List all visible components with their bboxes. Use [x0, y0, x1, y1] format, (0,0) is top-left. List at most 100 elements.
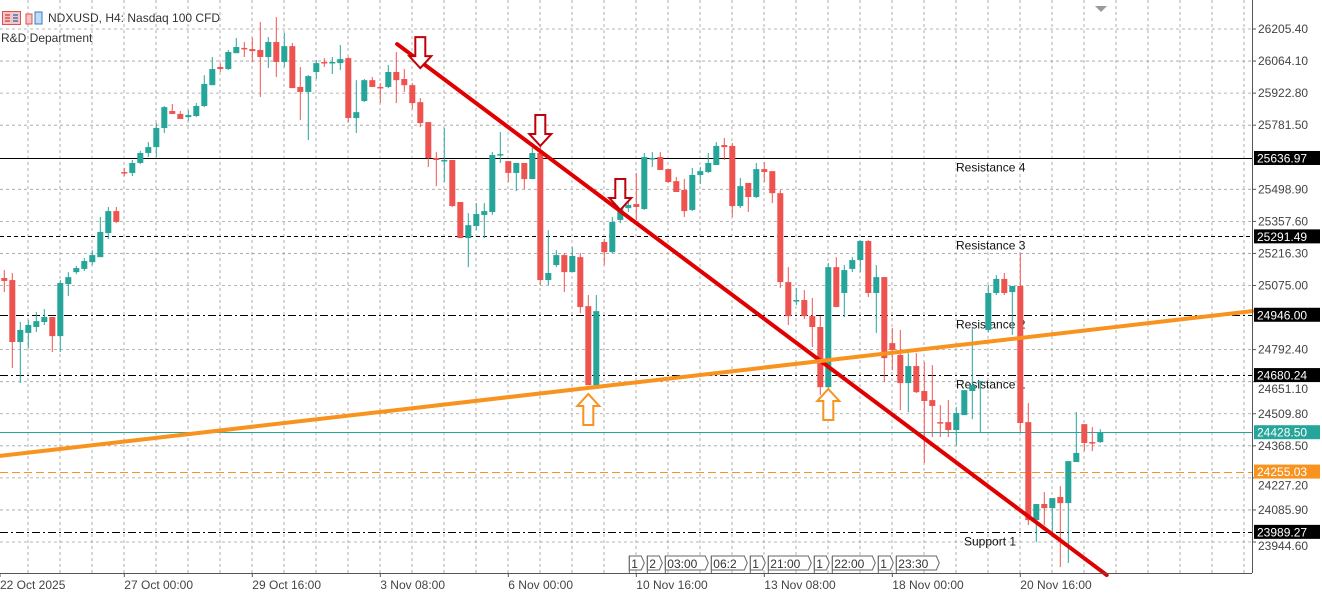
bearish-candle — [769, 171, 776, 204]
bearish-candle — [249, 37, 256, 62]
time-tick-label: 6 Nov 00:00 — [508, 578, 573, 592]
bearish-candle — [1025, 403, 1032, 526]
candle-body — [145, 147, 152, 153]
candle-body — [745, 182, 752, 198]
event-tag-label: 1 — [880, 557, 887, 571]
scroll-marker-icon[interactable] — [1095, 6, 1107, 12]
bearish-candle — [921, 361, 928, 463]
bearish-candle — [1001, 273, 1008, 296]
bullish-candle — [193, 103, 200, 118]
bullish-candle — [473, 203, 480, 231]
bullish-candle — [17, 322, 24, 384]
level-label: Support 1 — [964, 535, 1016, 549]
candle-body — [65, 277, 72, 285]
price-tick-label: 25781.50 — [1258, 118, 1308, 132]
bearish-candle — [409, 83, 416, 109]
price-tag: 25636.97 — [1254, 150, 1320, 165]
bearish-candle — [321, 58, 328, 67]
price-tag-label: 24428.50 — [1257, 426, 1307, 440]
bearish-candle — [881, 277, 888, 382]
bearish-candle — [505, 161, 512, 183]
bullish-candle — [841, 265, 848, 318]
trendlines[interactable] — [0, 42, 1255, 578]
bullish-candle — [513, 162, 520, 192]
bearish-candle — [537, 145, 544, 286]
price-tag-label: 24255.03 — [1257, 465, 1307, 479]
candle-body — [193, 106, 200, 116]
bearish-candle — [401, 69, 408, 92]
symbol-title: NDXUSD, H4: Nasdaq 100 CFD — [48, 11, 221, 25]
bearish-candle — [377, 83, 384, 104]
bullish-candle — [545, 230, 552, 286]
bullish-candle — [905, 353, 912, 413]
candle-body — [105, 211, 112, 234]
bullish-candle — [713, 142, 720, 166]
bullish-candle — [985, 285, 992, 333]
candle-body — [1025, 422, 1032, 521]
candle-body — [569, 256, 576, 273]
bearish-candle — [449, 160, 456, 207]
bearish-candle — [817, 316, 824, 396]
bullish-candle — [153, 123, 160, 158]
candle-body — [73, 268, 80, 273]
candle-body — [889, 343, 896, 350]
candles — [1, 17, 1104, 568]
time-tick-label: 18 Nov 00:00 — [892, 578, 964, 592]
level-label: Resistance 3 — [956, 239, 1026, 253]
bearish-candle — [425, 122, 432, 168]
bullish-candle — [233, 37, 240, 54]
bearish-candle — [865, 240, 872, 298]
candle-body — [257, 49, 264, 58]
bullish-candle — [753, 162, 760, 199]
candle-body — [249, 49, 256, 52]
bullish-candle — [1073, 412, 1080, 463]
candle-body — [1049, 498, 1056, 509]
bullish-candle — [793, 287, 800, 306]
uptrend-line[interactable] — [0, 309, 1255, 458]
bearish-candle — [433, 152, 440, 187]
bullish-candle — [737, 177, 744, 209]
downtrend-line[interactable] — [395, 42, 1109, 578]
candle-body — [1073, 452, 1080, 463]
candle-body — [49, 317, 56, 337]
price-tag-box — [1254, 229, 1320, 244]
trade-panel-icon[interactable] — [2, 11, 21, 25]
event-tag-label: 03:00 — [667, 557, 697, 571]
bearish-candle — [937, 405, 944, 438]
candle-body — [233, 47, 240, 54]
bullish-candle — [329, 57, 336, 75]
candle-body — [417, 102, 424, 124]
candle-body — [177, 113, 184, 119]
price-tag-box — [1254, 464, 1320, 479]
price-tick-label: 25922.80 — [1258, 86, 1308, 100]
bearish-candle — [777, 189, 784, 288]
bullish-candle — [609, 216, 616, 254]
candle-body — [985, 292, 992, 330]
bearish-candle — [1017, 253, 1024, 433]
price-tag-label: 24946.00 — [1257, 308, 1307, 322]
bullish-candle — [225, 49, 232, 70]
event-tag: 2 — [646, 555, 663, 573]
candle-body — [897, 354, 904, 384]
candle-body — [129, 162, 136, 173]
time-tick-label: 13 Nov 08:00 — [764, 578, 836, 592]
price-tick-label: 26064.10 — [1258, 54, 1308, 68]
candle-body — [545, 273, 552, 281]
candle-body — [553, 255, 560, 266]
candle-body — [321, 61, 328, 64]
candle-body — [353, 112, 360, 119]
candle-body — [185, 115, 192, 118]
candle-body — [689, 174, 696, 210]
event-tag: 21:00 — [767, 555, 812, 573]
candle-body — [1089, 442, 1096, 444]
candle-body — [785, 282, 792, 317]
candle-body — [97, 231, 104, 258]
candle-body — [873, 277, 880, 293]
candle-body — [865, 241, 872, 293]
signal-arrows — [407, 36, 842, 426]
candle-body — [425, 122, 432, 158]
chart-bars-icon[interactable] — [25, 11, 44, 25]
bearish-candle — [345, 57, 352, 123]
candle-body — [313, 63, 320, 72]
